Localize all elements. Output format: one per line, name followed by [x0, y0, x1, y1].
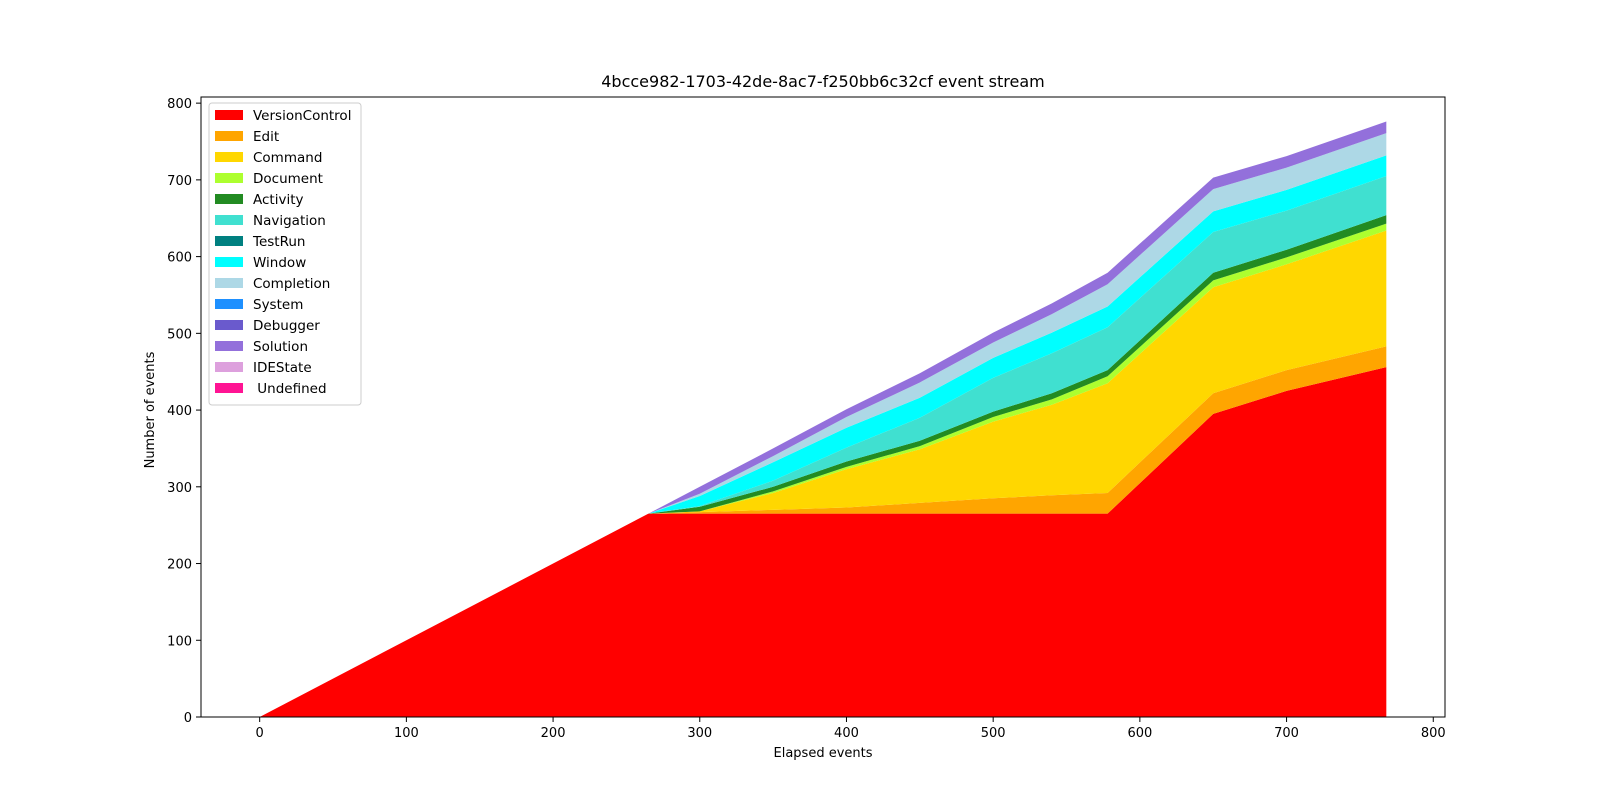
y-tick-label: 500 — [167, 327, 192, 342]
legend-swatch-idestate — [215, 362, 243, 372]
legend-swatch-command — [215, 152, 243, 162]
x-tick-label: 200 — [541, 726, 566, 741]
legend-label-command: Command — [253, 150, 322, 166]
legend-label-undefined: Undefined — [253, 381, 327, 397]
legend-box — [208, 102, 362, 406]
legend-label-window: Window — [253, 255, 306, 271]
legend-swatch-system — [215, 299, 243, 309]
x-tick-label: 600 — [1127, 726, 1152, 741]
legend-swatch-debugger — [215, 320, 243, 330]
legend-swatch-edit — [215, 131, 243, 141]
legend-swatch-document — [215, 173, 243, 183]
x-tick-label: 500 — [981, 726, 1006, 741]
y-tick-label: 600 — [167, 251, 192, 266]
x-tick-label: 400 — [834, 726, 859, 741]
chart-title: 4bcce982-1703-42de-8ac7-f250bb6c32cf eve… — [601, 72, 1045, 91]
legend-swatch-testrun — [215, 236, 243, 246]
area-series-edit — [259, 346, 1387, 717]
y-axis-title: Number of events — [143, 351, 158, 468]
y-tick-label: 800 — [167, 97, 192, 112]
legend-swatch-window — [215, 257, 243, 267]
legend-swatch-activity — [215, 194, 243, 204]
legend-label-navigation: Navigation — [253, 213, 326, 229]
legend-label-versioncontrol: VersionControl — [253, 108, 351, 124]
area-series-completion — [259, 133, 1387, 718]
legend-label-system: System — [253, 297, 303, 313]
legend-label-activity: Activity — [253, 192, 304, 208]
x-axis-title: Elapsed events — [774, 746, 873, 761]
y-axis-ticks: 0 100 200 300 400 500 600 700 800 — [167, 97, 201, 726]
area-series-versioncontrol — [259, 367, 1387, 717]
x-tick-label: 300 — [687, 726, 712, 741]
legend-swatch-solution — [215, 341, 243, 351]
x-tick-label: 700 — [1274, 726, 1299, 741]
legend-label-idestate: IDEState — [253, 360, 312, 376]
legend-swatch-completion — [215, 278, 243, 288]
legend: VersionControl Edit Command Document Activit… — [208, 102, 362, 406]
x-tick-label: 100 — [394, 726, 419, 741]
legend-swatch-versioncontrol — [215, 110, 243, 120]
y-tick-label: 100 — [167, 634, 192, 649]
area-series-group — [259, 121, 1387, 718]
area-series-command — [259, 230, 1387, 718]
legend-label-solution: Solution — [253, 339, 308, 355]
legend-label-testrun: TestRun — [252, 234, 305, 250]
plot-frame — [200, 96, 1446, 718]
y-tick-label: 300 — [167, 481, 192, 496]
x-axis-ticks: 0 100 200 300 400 500 600 700 800 — [256, 717, 1446, 741]
y-tick-label: 200 — [167, 558, 192, 573]
legend-swatch-undefined — [215, 383, 243, 393]
legend-label-document: Document — [253, 171, 323, 187]
x-tick-label: 800 — [1421, 726, 1446, 741]
area-series-window — [259, 155, 1387, 717]
legend-label-debugger: Debugger — [253, 318, 320, 334]
y-tick-label: 700 — [167, 174, 192, 189]
x-tick-label: 0 — [256, 726, 264, 741]
legend-swatch-navigation — [215, 215, 243, 225]
legend-label-completion: Completion — [253, 276, 330, 292]
area-series-navigation — [259, 176, 1387, 717]
y-tick-label: 0 — [184, 711, 192, 726]
legend-label-edit: Edit — [253, 129, 279, 145]
y-tick-label: 400 — [167, 404, 192, 419]
